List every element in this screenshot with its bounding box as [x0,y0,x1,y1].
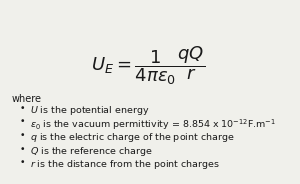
Text: $U_E = \dfrac{\,\,1\,\,}{4\pi\varepsilon_0}\dfrac{qQ}{r}$: $U_E = \dfrac{\,\,1\,\,}{4\pi\varepsilon… [91,44,205,87]
Text: $\varepsilon_0$ is the vacuum permittivity = 8.854 x 10$^{-12}$F.m$^{-1}$: $\varepsilon_0$ is the vacuum permittivi… [30,118,276,132]
Text: $Q$ is the reference charge: $Q$ is the reference charge [30,144,153,158]
Text: where: where [12,94,42,104]
Text: $q$ is the electric charge of the point charge: $q$ is the electric charge of the point … [30,131,235,144]
Text: •: • [19,158,25,167]
Text: •: • [19,131,25,140]
Text: $r$ is the distance from the point charges: $r$ is the distance from the point charg… [30,158,220,171]
Text: •: • [19,104,25,113]
Text: $U$ is the potential energy: $U$ is the potential energy [30,104,149,117]
Text: •: • [19,118,25,127]
Text: •: • [19,144,25,153]
